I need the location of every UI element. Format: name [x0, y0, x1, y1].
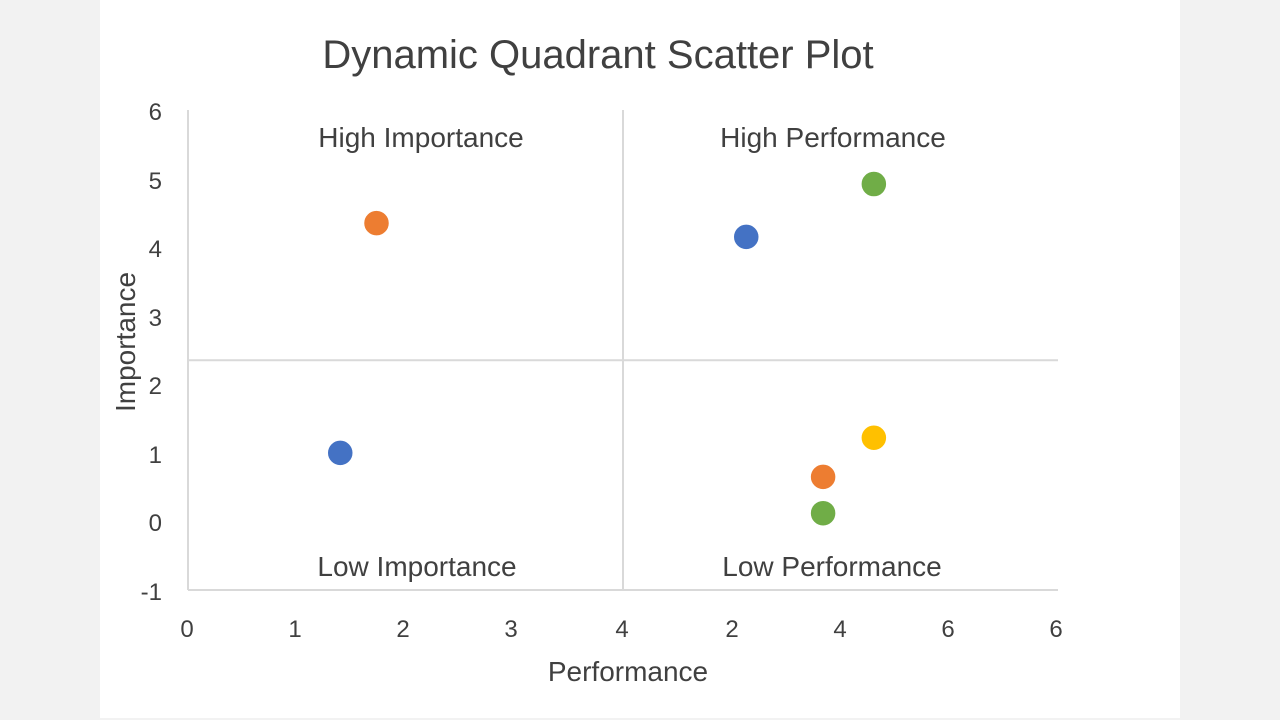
x-tick-label: 2 [725, 616, 738, 643]
scatter-chart: Dynamic Quadrant Scatter Plot High Impor… [110, 33, 1063, 687]
quadrant-label-bottom-right: Low Performance [722, 551, 941, 582]
y-tick-label: 6 [149, 99, 162, 126]
chart-card: Dynamic Quadrant Scatter Plot High Impor… [100, 0, 1180, 718]
y-tick-label: 5 [149, 168, 162, 195]
x-tick-labels: 0 1 2 3 4 2 4 6 6 [180, 616, 1062, 643]
scatter-point [809, 463, 837, 491]
x-tick-label: 6 [941, 616, 954, 643]
quadrant-label-bottom-left: Low Importance [317, 551, 516, 582]
x-axis-title: Performance [548, 656, 708, 687]
x-tick-label: 2 [396, 616, 409, 643]
y-tick-label: 0 [149, 510, 162, 537]
x-tick-label: 3 [504, 616, 517, 643]
scatter-point [860, 170, 888, 198]
scatter-point [809, 499, 837, 527]
x-tick-label: 1 [288, 616, 301, 643]
x-tick-label: 0 [180, 616, 193, 643]
scatter-point [732, 223, 760, 251]
quadrant-label-top-left: High Importance [318, 122, 523, 153]
x-tick-label: 6 [1049, 616, 1062, 643]
quadrant-label-top-right: High Performance [720, 122, 946, 153]
scatter-point [326, 439, 354, 467]
y-tick-label: 4 [149, 236, 162, 263]
scatter-point [362, 209, 391, 237]
x-tick-label: 4 [615, 616, 628, 643]
chart-title: Dynamic Quadrant Scatter Plot [322, 33, 873, 77]
y-tick-label: 3 [149, 305, 162, 332]
y-tick-label: 2 [149, 373, 162, 400]
y-tick-label: 1 [149, 442, 162, 469]
x-tick-label: 4 [833, 616, 846, 643]
y-tick-label: -1 [141, 579, 162, 606]
y-axis-title: Importance [110, 272, 141, 412]
scatter-point [860, 424, 888, 452]
data-points [326, 170, 888, 527]
y-tick-labels: -1 0 1 2 3 4 5 6 [141, 99, 162, 606]
